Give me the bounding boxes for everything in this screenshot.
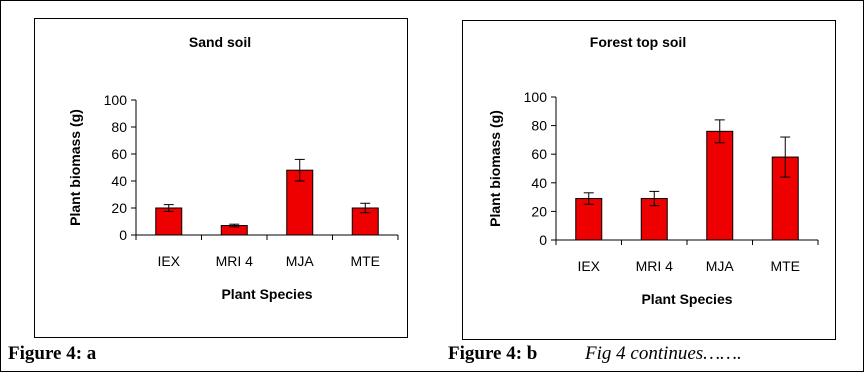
- x-tick-label-mja: MJA: [706, 258, 735, 274]
- caption-figure-4a: Figure 4: a: [8, 343, 97, 364]
- chart-sand-soil: Sand soil Plant biomass (g) Plant Species 0…: [67, 34, 399, 302]
- chart-title: Sand soil: [189, 34, 251, 50]
- chart-forest-top-soil: Forest top soil Plant biomass (g) Plant Sp…: [487, 34, 819, 307]
- x-tick-label-mri-4: MRI 4: [216, 253, 254, 269]
- y-tick-label: 0: [539, 232, 547, 248]
- y-tick-label: 60: [531, 146, 547, 162]
- y-axis-label: Plant biomass (g): [67, 109, 83, 226]
- x-tick-label-iex: IEX: [577, 258, 600, 274]
- y-tick-label: 60: [111, 146, 127, 162]
- y-tick-label: 40: [531, 175, 547, 191]
- x-tick-label-iex: IEX: [157, 253, 180, 269]
- bar-mja: [706, 130, 734, 241]
- caption-figure-4b: Figure 4: b: [448, 343, 538, 364]
- x-tick-label-mte: MTE: [770, 258, 800, 274]
- y-tick-label: 100: [104, 92, 128, 108]
- chart-panel-sand-soil: Sand soil Plant biomass (g) Plant Species 0…: [34, 18, 408, 338]
- bar-iex: [575, 198, 603, 241]
- y-tick-label: 0: [119, 227, 127, 243]
- y-axis-label: Plant biomass (g): [487, 110, 503, 227]
- y-tick-label: 20: [531, 203, 547, 219]
- y-tick-label: 80: [531, 118, 547, 134]
- x-axis-label: Plant Species: [221, 286, 312, 302]
- y-tick-label: 80: [111, 119, 127, 135]
- x-tick-label-mte: MTE: [350, 253, 380, 269]
- chart-title: Forest top soil: [590, 34, 686, 50]
- bar-iex: [155, 207, 183, 236]
- y-tick-label: 20: [111, 200, 127, 216]
- caption-continues: Fig 4 continues…….: [585, 343, 742, 364]
- x-tick-label-mri-4: MRI 4: [636, 258, 674, 274]
- chart-panel-forest-top-soil: Forest top soil Plant biomass (g) Plant Sp…: [462, 20, 836, 340]
- x-tick-label-mja: MJA: [286, 253, 315, 269]
- y-tick-label: 40: [111, 173, 127, 189]
- x-axis-label: Plant Species: [641, 291, 732, 307]
- y-tick-label: 100: [524, 89, 548, 105]
